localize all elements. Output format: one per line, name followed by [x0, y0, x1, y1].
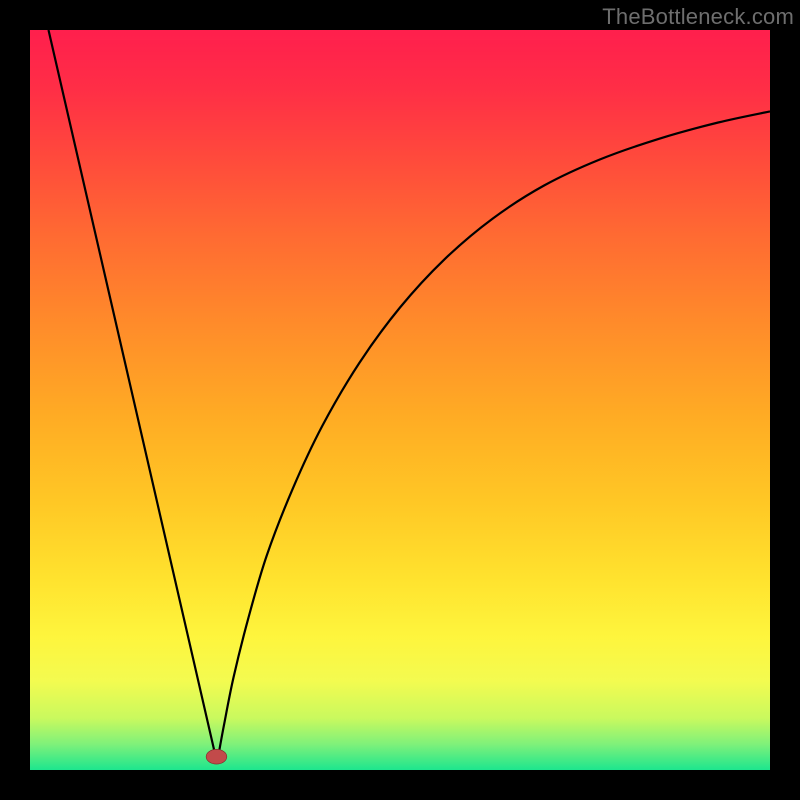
optimal-point-marker [206, 749, 227, 764]
chart-container: TheBottleneck.com [0, 0, 800, 800]
bottleneck-chart [0, 0, 800, 800]
source-link[interactable]: TheBottleneck.com [602, 4, 794, 30]
chart-gradient-bg [30, 30, 770, 770]
